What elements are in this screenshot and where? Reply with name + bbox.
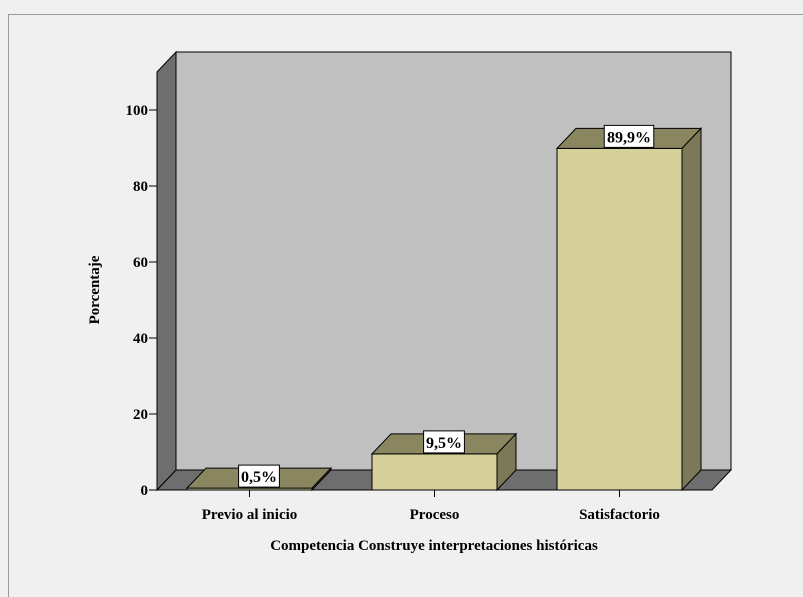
bar-side: [496, 432, 517, 492]
x-tick-label: Previo al inicio: [202, 507, 298, 523]
y-tick-label: 100: [126, 103, 149, 119]
y-tick-label: 40: [133, 331, 148, 347]
y-axis: 0 20 40 60 80 100: [126, 72, 158, 499]
data-label-box: [238, 464, 280, 488]
data-label-text: 9,5%: [426, 435, 462, 452]
x-tick-label: Satisfactorio: [579, 507, 660, 523]
frame-border-top: [8, 14, 803, 15]
side-wall: [156, 50, 177, 492]
data-label: 89,9%: [603, 124, 655, 148]
data-label: 9,5%: [423, 430, 465, 454]
data-label-text: 0,5%: [241, 469, 277, 486]
y-tick-label: 20: [133, 407, 148, 423]
y-tick-label: 0: [141, 483, 149, 499]
x-tick-label: Proceso: [410, 507, 460, 523]
x-axis: Previo al inicio Proceso Satisfactorio: [157, 489, 712, 523]
bar-front: [371, 453, 498, 491]
bar: [555, 127, 703, 492]
y-tick-label: 60: [133, 255, 148, 271]
data-labels: 0,5% 9,5% 89,9%: [238, 124, 655, 488]
data-label-text: 89,9%: [607, 129, 651, 146]
bar-side: [311, 466, 332, 492]
x-axis-title: Competencia Construye interpretaciones h…: [270, 538, 598, 554]
y-axis-title: Porcentaje: [87, 255, 103, 324]
data-label: 0,5%: [238, 464, 280, 488]
bar-side: [681, 127, 702, 492]
data-label-box: [423, 430, 465, 454]
bar-front: [556, 147, 683, 491]
data-label-box: [603, 124, 655, 148]
frame-border-left: [8, 14, 9, 597]
y-tick-label: 80: [133, 179, 148, 195]
